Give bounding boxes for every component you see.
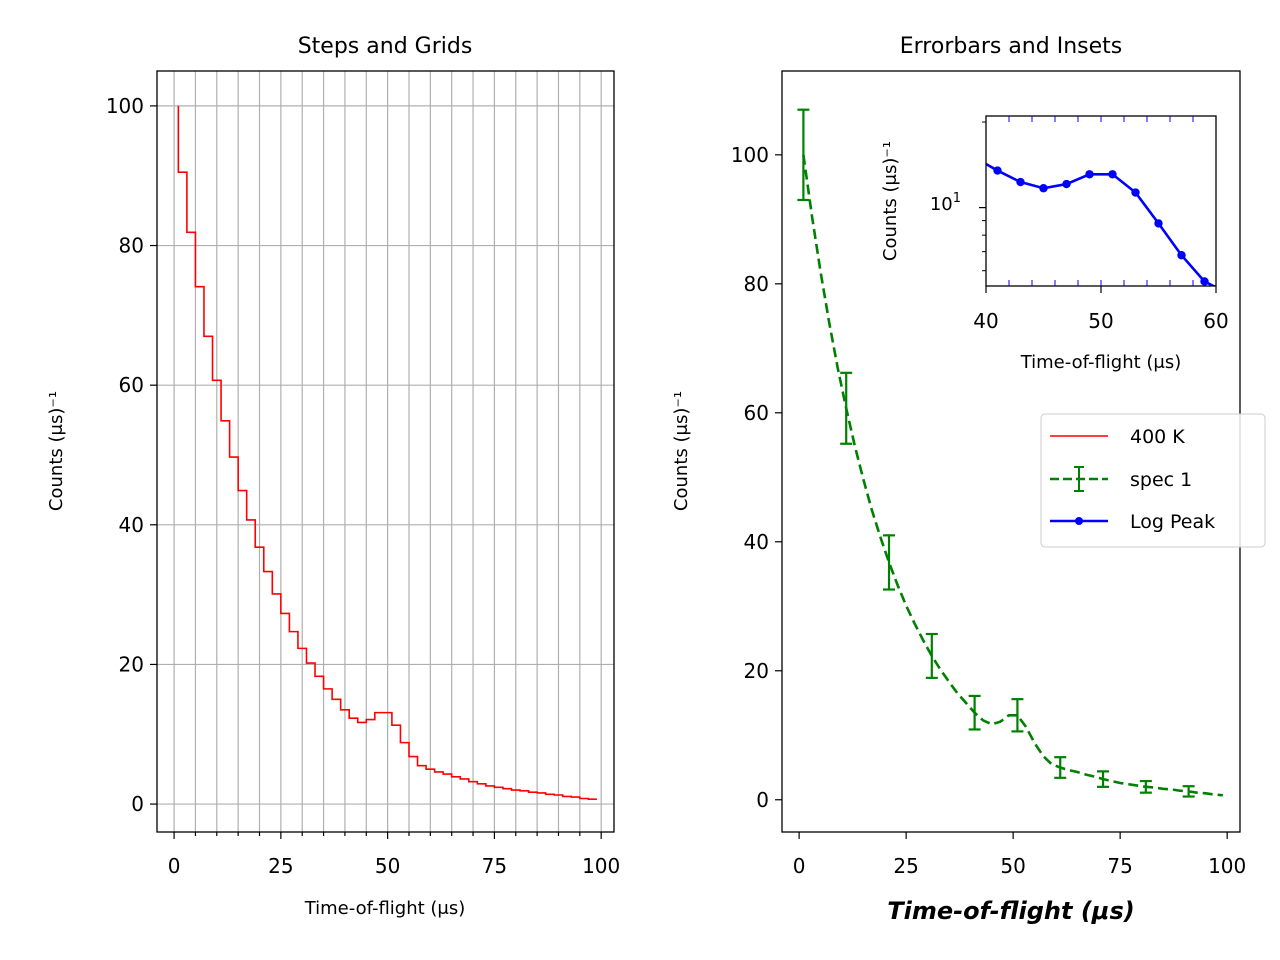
left-chart: 0 25 50 75 100 0 20 40 60 80 100 Steps and Grids T…	[46, 34, 620, 919]
right-x-tick-label: 50	[1000, 854, 1025, 878]
legend-entry-log-peak: Log Peak	[1050, 511, 1215, 533]
left-x-tick-label: 0	[168, 854, 181, 878]
legend-box	[1040, 413, 1266, 548]
right-y-axis-label: Counts (μs)⁻¹	[671, 391, 692, 511]
inset-marker-log-peak	[993, 166, 1002, 175]
right-y-tick-label: 40	[744, 530, 769, 554]
inset-y-axis-label: Counts (μs)⁻¹	[880, 141, 901, 261]
right-x-tick-label: 25	[893, 854, 918, 878]
left-x-tick-label: 50	[375, 854, 400, 878]
inset-marker-log-peak	[1177, 251, 1186, 260]
legend: 400 K spec 1 Log Peak	[1040, 413, 1266, 548]
right-x-tick-label: 100	[1208, 854, 1246, 878]
inset-marker-log-peak	[1085, 170, 1094, 179]
right-x-tick-label: 75	[1107, 854, 1132, 878]
inset-x-tick-label: 60	[1203, 309, 1228, 333]
inset-background	[986, 116, 1216, 286]
inset-marker-log-peak	[1200, 277, 1209, 286]
left-y-tick-label: 40	[119, 513, 144, 537]
inset-marker-log-peak	[1108, 170, 1117, 179]
right-dashed-line-spec1	[802, 154, 1223, 797]
legend-entry-400k: 400 K	[1050, 426, 1185, 448]
legend-entry-spec1: spec 1	[1050, 466, 1192, 492]
left-x-tick-label: 100	[582, 854, 620, 878]
right-x-tick-label: 0	[793, 854, 806, 878]
inset-marker-log-peak	[1039, 184, 1048, 193]
right-y-tick-label: 80	[744, 272, 769, 296]
left-ticks: 0 25 50 75 100 0 20 40 60 80 100	[106, 94, 620, 878]
left-y-axis-label: Counts (μs)⁻¹	[46, 391, 67, 511]
left-x-tick-label: 75	[482, 854, 507, 878]
inset-series-log-peak	[986, 162, 1216, 286]
left-step-line-400k	[177, 105, 597, 800]
left-axes-frame	[156, 70, 615, 833]
right-chart: 0 25 50 75 100 0 20 40 60 80 100 Errorbars and Ins…	[671, 34, 1266, 925]
inset-y-tick-label: 101	[930, 191, 961, 215]
left-series-400k	[177, 105, 597, 800]
left-y-tick-label: 0	[131, 792, 144, 816]
inset-ticks: 40 50 60	[973, 116, 1229, 333]
legend-label-log-peak: Log Peak	[1130, 511, 1215, 533]
legend-marker-log-peak	[1075, 517, 1083, 525]
inset-chart: 40 50 60 Time-of-flight (μs) Counts (μs)⁻¹…	[880, 115, 1229, 373]
right-chart-title: Errorbars and Insets	[900, 34, 1122, 59]
left-x-tick-label: 25	[268, 854, 293, 878]
right-series-spec1	[802, 154, 1223, 797]
left-y-tick-label: 60	[119, 373, 144, 397]
left-y-tick-label: 80	[119, 234, 144, 258]
inset-marker-log-peak	[1131, 188, 1140, 197]
right-errorbars	[797, 108, 1195, 798]
inset-line-log-peak	[986, 162, 1216, 286]
left-chart-title: Steps and Grids	[298, 34, 473, 59]
inset-x-axis-label: Time-of-flight (μs)	[1020, 352, 1182, 373]
right-ticks: 0 25 50 75 100 0 20 40 60 80 100	[731, 143, 1246, 878]
legend-label-spec1: spec 1	[1130, 469, 1192, 491]
inset-x-tick-label: 40	[973, 309, 998, 333]
right-y-tick-label: 60	[744, 401, 769, 425]
inset-x-tick-label: 50	[1088, 309, 1113, 333]
left-y-tick-label: 100	[106, 94, 144, 118]
left-y-tick-label: 20	[119, 652, 144, 676]
inset-marker-log-peak	[1062, 179, 1071, 189]
right-y-tick-label: 0	[756, 788, 769, 812]
legend-label-400k: 400 K	[1130, 426, 1185, 448]
right-y-tick-label: 20	[744, 659, 769, 683]
right-y-tick-label: 100	[731, 143, 769, 167]
left-grid	[157, 71, 614, 832]
inset-marker-log-peak	[1154, 219, 1163, 228]
left-x-axis-label: Time-of-flight (μs)	[304, 898, 466, 919]
inset-marker-log-peak	[1016, 177, 1025, 187]
right-x-axis-label: Time-of-flight (μs)	[887, 897, 1134, 925]
